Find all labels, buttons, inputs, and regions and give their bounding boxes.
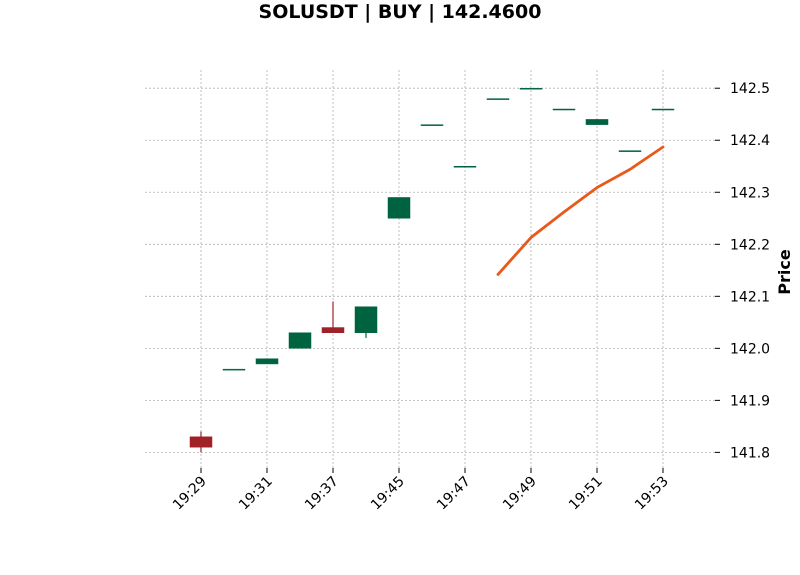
candle-body [222, 368, 246, 371]
candle-up [453, 165, 477, 168]
x-tick-label: 19:31 [236, 474, 276, 514]
x-tick-label: 19:37 [302, 474, 342, 514]
y-axis: 141.8 141.9 142.0 142.1 142.2 142.3 142.4 142.5 [715, 81, 770, 461]
candle-body [585, 119, 609, 125]
candle-body [321, 327, 345, 333]
candles [189, 87, 675, 453]
candle-up [651, 108, 675, 111]
x-axis: 19:29 19:31 19:37 19:45 19:47 19:49 19:51 19:53 [170, 468, 672, 513]
y-axis-label: Price [775, 249, 794, 295]
chart-title: SOLUSDT | BUY | 142.4600 [258, 1, 542, 23]
y-tick-label: 142.3 [730, 185, 770, 201]
candle-up [618, 150, 642, 152]
candle-up [288, 332, 312, 349]
candle-up [255, 358, 279, 365]
y-tick-label: 141.9 [730, 393, 770, 409]
grid-lines [145, 70, 715, 468]
candle-up [552, 108, 576, 111]
candle-body [618, 150, 642, 152]
candle-up [354, 306, 378, 338]
candle-up [585, 119, 609, 125]
x-tick-label: 19:53 [632, 474, 672, 514]
overlay-series-line [496, 145, 665, 276]
candle-body [288, 332, 312, 349]
candle-body [651, 108, 675, 111]
y-tick-label: 142.5 [730, 81, 770, 97]
candle-body [189, 436, 213, 448]
candle-up [222, 368, 246, 371]
candle-body [420, 124, 444, 126]
candle-body [552, 108, 576, 111]
x-tick-label: 19:49 [500, 474, 540, 514]
candle-up [519, 87, 543, 90]
candle-body [486, 98, 510, 100]
candle-body [453, 165, 477, 168]
candle-body [519, 87, 543, 90]
x-tick-label: 19:45 [368, 474, 408, 514]
candle-up [387, 197, 411, 219]
candle-down [189, 431, 213, 453]
x-tick-label: 19:29 [170, 474, 210, 514]
candle-body [255, 358, 279, 365]
candle-down [321, 301, 345, 333]
candle-body [354, 306, 378, 333]
y-tick-label: 142.0 [730, 341, 770, 357]
candle-up [420, 124, 444, 126]
candle-up [486, 98, 510, 100]
x-tick-label: 19:51 [566, 474, 606, 514]
y-tick-label: 142.1 [730, 289, 770, 305]
candle-body [387, 197, 411, 219]
y-tick-label: 142.2 [730, 237, 770, 253]
x-tick-label: 19:47 [434, 474, 474, 514]
overlay-line [496, 145, 665, 276]
y-tick-label: 142.4 [730, 133, 770, 149]
y-tick-label: 141.8 [730, 445, 770, 461]
